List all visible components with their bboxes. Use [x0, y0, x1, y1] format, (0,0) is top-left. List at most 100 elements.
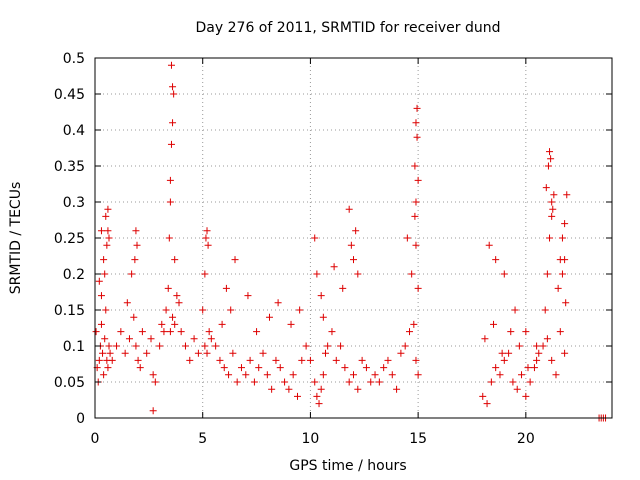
- data-point: [412, 241, 420, 249]
- data-point: [515, 342, 523, 350]
- y-tick-label: 0.4: [63, 123, 85, 139]
- data-point: [158, 320, 166, 328]
- data-point: [362, 364, 370, 372]
- data-point: [561, 220, 569, 228]
- data-point: [492, 256, 500, 264]
- data-point: [113, 342, 121, 350]
- data-point: [175, 299, 183, 307]
- data-point: [274, 299, 282, 307]
- data-point: [92, 328, 100, 336]
- data-point: [518, 371, 526, 379]
- data-point: [181, 342, 189, 350]
- data-point: [255, 364, 263, 372]
- data-point: [411, 162, 419, 170]
- data-point: [556, 328, 564, 336]
- data-point: [313, 392, 321, 400]
- y-tick-label: 0.15: [54, 303, 85, 319]
- data-point: [393, 385, 401, 393]
- data-point: [500, 356, 508, 364]
- data-point: [330, 263, 338, 271]
- data-point: [97, 292, 105, 300]
- data-point: [350, 256, 357, 264]
- data-point: [413, 104, 421, 112]
- data-point: [166, 328, 174, 336]
- data-point: [533, 356, 541, 364]
- data-point: [138, 328, 146, 336]
- data-point: [229, 349, 237, 357]
- data-point: [102, 306, 110, 314]
- data-point: [259, 349, 267, 357]
- data-point: [505, 349, 513, 357]
- data-point: [202, 234, 210, 242]
- data-point: [561, 256, 569, 264]
- data-point: [285, 385, 293, 393]
- y-tick-label: 0.05: [54, 375, 85, 391]
- data-point: [108, 356, 116, 364]
- data-point: [315, 400, 323, 408]
- data-point: [97, 227, 105, 235]
- data-point: [167, 140, 175, 148]
- data-point: [511, 306, 519, 314]
- data-point: [244, 292, 252, 300]
- data-point: [526, 378, 534, 386]
- data-point: [169, 313, 177, 321]
- data-point: [177, 328, 185, 336]
- data-point: [149, 407, 157, 415]
- data-point: [483, 400, 491, 408]
- data-point: [554, 284, 562, 292]
- data-point: [388, 371, 396, 379]
- data-point: [317, 385, 325, 393]
- data-point: [166, 176, 174, 184]
- data-point: [558, 270, 566, 278]
- data-point: [204, 241, 212, 249]
- data-point: [130, 313, 138, 321]
- data-point: [298, 356, 306, 364]
- data-point: [186, 356, 194, 364]
- data-point: [276, 364, 284, 372]
- data-point: [319, 371, 327, 379]
- data-point: [199, 306, 207, 314]
- data-point: [562, 299, 570, 307]
- data-points: [92, 61, 610, 422]
- data-point: [151, 378, 159, 386]
- data-point: [313, 270, 321, 278]
- y-tick-label: 0.25: [54, 231, 85, 247]
- data-point: [487, 378, 495, 386]
- data-point: [103, 241, 111, 249]
- data-point: [561, 349, 569, 357]
- data-point: [546, 148, 554, 156]
- y-tick-label: 0.1: [63, 339, 85, 355]
- data-point: [216, 356, 224, 364]
- y-tick-label: 0.35: [54, 159, 85, 175]
- data-point: [95, 356, 103, 364]
- data-point: [541, 306, 549, 314]
- data-point: [321, 349, 329, 357]
- data-point: [121, 349, 129, 357]
- data-point: [296, 306, 304, 314]
- data-point: [509, 378, 517, 386]
- data-point: [352, 227, 360, 235]
- data-point: [173, 292, 181, 300]
- data-point: [225, 371, 233, 379]
- data-point: [190, 335, 198, 343]
- data-point: [306, 356, 314, 364]
- data-point: [167, 61, 175, 69]
- data-point: [250, 378, 258, 386]
- data-point: [530, 364, 538, 372]
- data-point: [100, 371, 108, 379]
- data-point: [287, 320, 295, 328]
- data-point: [507, 328, 515, 336]
- data-point: [165, 234, 173, 242]
- data-point: [132, 342, 140, 350]
- data-point: [543, 270, 551, 278]
- data-point: [341, 364, 349, 372]
- data-point: [246, 356, 254, 364]
- data-point: [490, 320, 498, 328]
- data-point: [281, 378, 289, 386]
- x-tick-label: 20: [517, 431, 535, 447]
- data-point: [123, 299, 131, 307]
- data-point: [410, 320, 418, 328]
- data-point: [548, 212, 556, 220]
- data-point: [253, 328, 261, 336]
- y-tick-label: 0: [76, 411, 85, 427]
